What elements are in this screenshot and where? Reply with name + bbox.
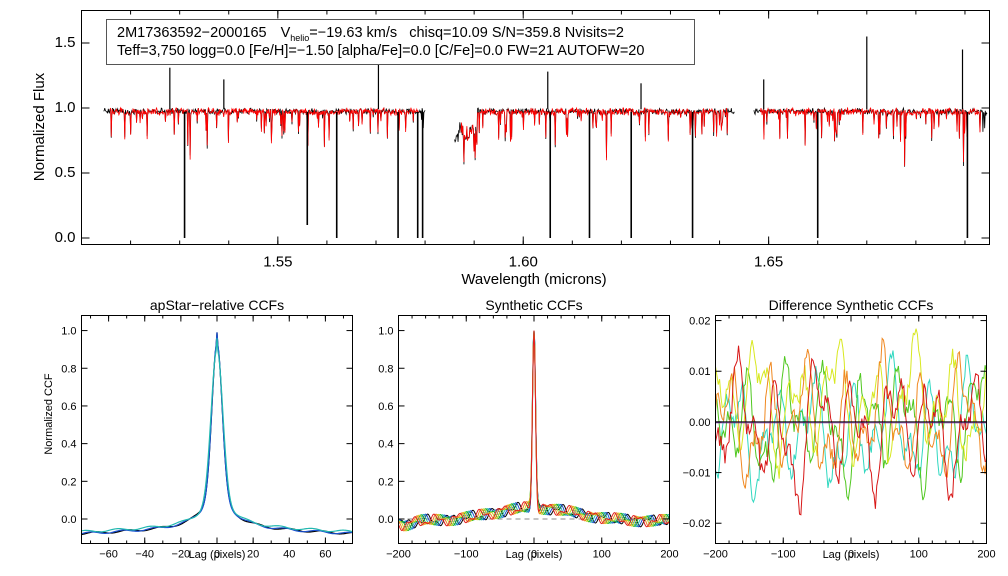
ccf-line-ccf-black xyxy=(81,332,353,536)
ccf-line-ccf-blue xyxy=(81,332,353,535)
y-tick-label: 0.00 xyxy=(689,417,710,429)
apstar-ccf-ylabel: Normalized CCF xyxy=(43,373,55,455)
y-tick-label: 1.0 xyxy=(61,326,76,338)
y-tick-label: 1.0 xyxy=(55,99,76,116)
annotation-box xyxy=(106,19,695,65)
difference-ccf-title: Difference Synthetic CCFs xyxy=(769,297,934,313)
spectrum-axes-frame xyxy=(81,10,990,245)
y-tick-label: 0.8 xyxy=(378,363,393,375)
x-tick-label: −40 xyxy=(135,549,154,561)
synthetic-ccf-line-syn-2 xyxy=(398,330,670,530)
y-tick-label: 0.0 xyxy=(378,514,393,526)
x-tick-label: 20 xyxy=(247,549,259,561)
apstar-ccf-xlabel: Lag (pixels) xyxy=(189,549,246,561)
apstar-ccf-title: apStar−relative CCFs xyxy=(150,297,284,313)
x-tick-label: 200 xyxy=(977,549,995,561)
synthetic-ccf-xlabel: Lag (pixels) xyxy=(506,549,563,561)
x-tick-label: 1.55 xyxy=(263,254,292,271)
y-tick-label: 1.5 xyxy=(55,34,76,51)
x-tick-label: −20 xyxy=(172,549,191,561)
x-tick-label: 0 xyxy=(848,549,854,561)
y-tick-label: −0.01 xyxy=(683,468,711,480)
star-id: 2M17363592−2000165 xyxy=(117,25,267,41)
synthetic-ccf-line-syn-7 xyxy=(398,330,670,532)
x-tick-label: 100 xyxy=(593,549,611,561)
y-tick-label: 0.2 xyxy=(61,476,76,488)
difference-ccf-ticks: −200 −100 0 100 200 −0.02 −0.01 0.00 0.01 0.02 xyxy=(683,315,996,561)
synthetic-ccf-line-syn-1 xyxy=(398,330,670,529)
vhelio-subscript: helio xyxy=(290,33,309,43)
synthetic-ccf-line-syn-5 xyxy=(398,330,670,532)
model-spectrum-chip-2 xyxy=(460,106,729,163)
model-spectrum-chip-1 xyxy=(109,106,419,160)
synthetic-ccf-axes-frame xyxy=(398,315,670,544)
spectrum-ticks: 1.55 1.60 1.65 0.0 0.5 1.0 1.5 xyxy=(55,10,990,271)
y-tick-label: 0.5 xyxy=(55,164,76,181)
model-spectrum-chip-3 xyxy=(759,106,981,167)
y-tick-label: 0.02 xyxy=(689,316,710,328)
difference-ccf-series xyxy=(715,328,987,516)
x-tick-label: 60 xyxy=(319,549,331,561)
y-tick-label: 0.4 xyxy=(61,439,76,451)
x-tick-label: −200 xyxy=(703,549,728,561)
x-tick-label: 100 xyxy=(910,549,928,561)
y-tick-label: 0.0 xyxy=(61,514,76,526)
x-tick-label: 200 xyxy=(660,549,678,561)
y-tick-label: 0.6 xyxy=(61,401,76,413)
synthetic-ccf-line-syn-3 xyxy=(398,330,670,531)
x-tick-label: 1.60 xyxy=(509,254,538,271)
y-tick-label: 0.6 xyxy=(378,401,393,413)
vhelio-value: =−19.63 km/s xyxy=(309,25,397,41)
y-tick-label: 0.2 xyxy=(378,476,393,488)
x-tick-label: −200 xyxy=(386,549,411,561)
x-tick-label: −100 xyxy=(454,549,479,561)
synthetic-ccf-line-syn-6 xyxy=(398,330,670,532)
synthetic-ccf-line-syn-4 xyxy=(398,330,670,532)
y-tick-label: 1.0 xyxy=(378,326,393,338)
x-tick-label: 0 xyxy=(214,549,220,561)
synthetic-ccf-panel: Synthetic CCFs −200 −100 0 100 200 0.0 0.2 0.4 0… xyxy=(378,297,678,561)
synthetic-ccf-title: Synthetic CCFs xyxy=(485,297,582,313)
vhelio-v: V xyxy=(281,25,291,41)
y-tick-label: 0.4 xyxy=(378,439,393,451)
difference-ccf-xlabel: Lag (pixels) xyxy=(823,549,880,561)
ccf-line-ccf-cyan xyxy=(81,338,353,533)
stats-text: chisq=10.09 S/N=359.8 Nvisits=2 xyxy=(409,25,624,41)
spectrum-panel: 1.55 1.60 1.65 0.0 0.5 1.0 1.5 2M17363592−2000… xyxy=(31,10,990,288)
difference-ccf-line-diff-orange xyxy=(715,337,987,489)
x-tick-label: 0 xyxy=(531,549,537,561)
apstar-ccf-ticks: −60 −40 −20 0 20 40 60 0.0 0.2 0.4 0.6 0.8 1.0 xyxy=(61,315,353,561)
annotation-line-2: Teff=3,750 logg=0.0 [Fe/H]=−1.50 [alpha/… xyxy=(117,43,644,59)
annotation-line-1: 2M17363592−2000165 Vhelio=−19.63 km/s ch… xyxy=(117,25,624,43)
apstar-ccf-panel: apStar−relative CCFs −60 −40 −20 0 20 40 60 0.0… xyxy=(43,297,353,561)
x-tick-label: −60 xyxy=(99,549,118,561)
spectrum-series xyxy=(103,36,988,238)
difference-ccf-line-diff-green xyxy=(715,356,987,502)
spectrum-xlabel: Wavelength (microns) xyxy=(461,271,606,288)
y-tick-label: 0.01 xyxy=(689,366,710,378)
y-tick-label: 0.8 xyxy=(61,363,76,375)
y-tick-label: −0.02 xyxy=(683,518,711,530)
y-tick-label: 0.0 xyxy=(55,229,76,246)
difference-ccf-line-diff-red xyxy=(715,345,987,516)
apstar-ccf-series xyxy=(81,332,353,536)
x-tick-label: −100 xyxy=(771,549,796,561)
synthetic-ccf-ticks: −200 −100 0 100 200 0.0 0.2 0.4 0.6 0.8 1.0 xyxy=(378,315,679,561)
spectrum-ylabel: Normalized Flux xyxy=(31,72,48,181)
x-tick-label: 1.65 xyxy=(754,254,783,271)
apstar-ccf-axes-frame xyxy=(81,315,353,544)
difference-ccf-panel: Difference Synthetic CCFs −200 −100 0 100 20… xyxy=(683,297,996,561)
observed-spectrum-chip-3 xyxy=(753,106,988,167)
x-tick-label: 40 xyxy=(283,549,295,561)
synthetic-ccf-series xyxy=(398,330,670,532)
